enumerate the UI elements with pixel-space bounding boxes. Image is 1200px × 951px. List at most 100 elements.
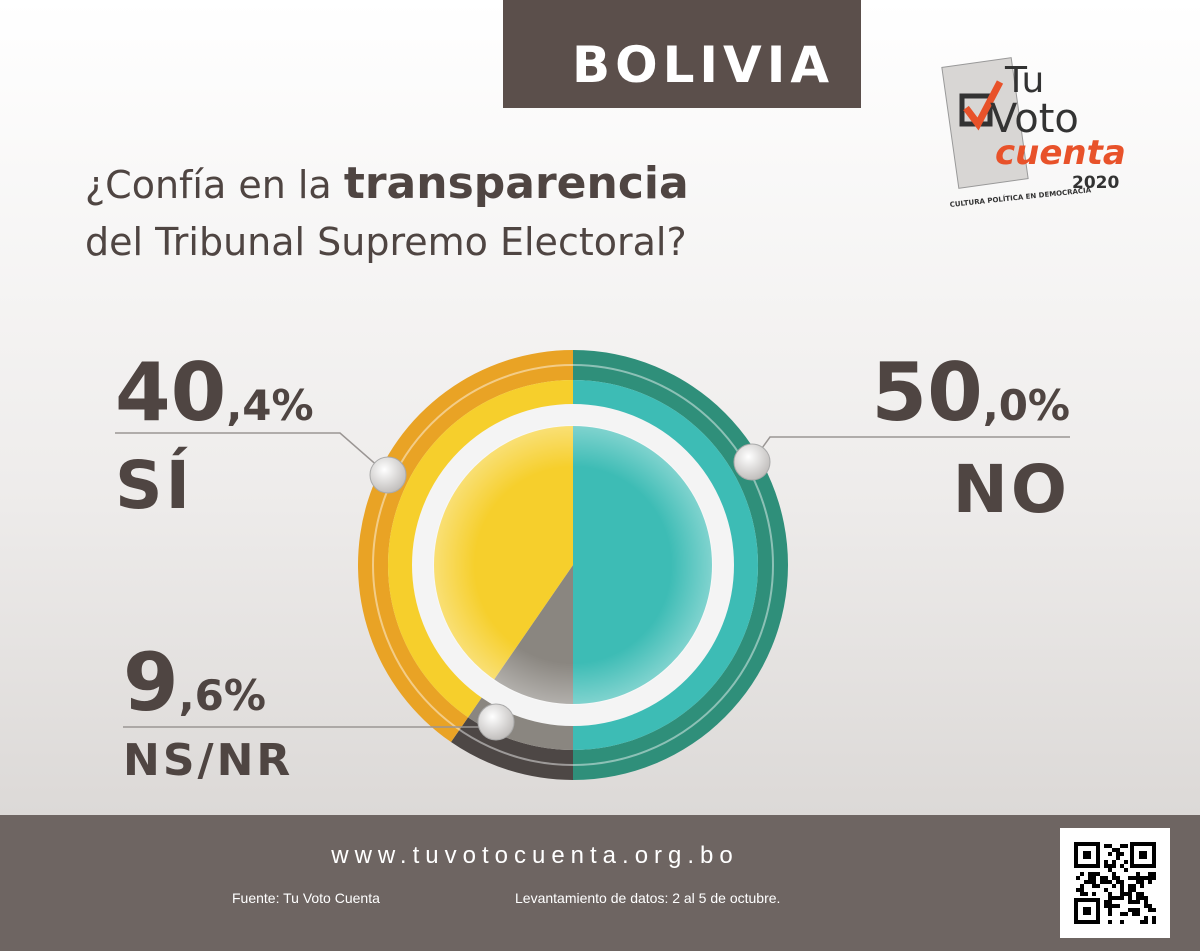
- qr-module: [1108, 908, 1112, 912]
- qr-module: [1084, 880, 1088, 884]
- qr-module: [1104, 844, 1108, 848]
- qr-module: [1108, 880, 1112, 884]
- qr-module: [1108, 920, 1112, 924]
- leader-knob: [733, 443, 771, 481]
- value-label: 50,0%: [871, 346, 1070, 439]
- qr-module: [1080, 892, 1084, 896]
- qr-module: [1128, 876, 1132, 880]
- qr-module: [1152, 908, 1156, 912]
- qr-module: [1140, 884, 1144, 888]
- qr-module: [1112, 848, 1116, 852]
- qr-module: [1116, 896, 1120, 900]
- qr-module: [1096, 872, 1100, 876]
- value-label: 9,6%: [123, 636, 266, 729]
- qr-module: [1144, 904, 1148, 908]
- qr-module: [1116, 856, 1120, 860]
- country: BOLIVIA: [572, 36, 834, 94]
- pie-chart: [357, 350, 788, 780]
- qr-module: [1152, 876, 1156, 880]
- title-start: ¿Confía en la: [85, 163, 332, 207]
- qr-module: [1088, 872, 1092, 876]
- category-label: SÍ: [115, 446, 193, 524]
- qr-module: [1120, 852, 1124, 856]
- qr-module: [1128, 900, 1132, 904]
- qr-module: [1144, 900, 1148, 904]
- qr-module: [1120, 864, 1124, 868]
- qr-module: [1108, 864, 1112, 868]
- qr-module: [1132, 884, 1136, 888]
- qr-module: [1132, 888, 1136, 892]
- qr-module: [1124, 868, 1128, 872]
- qr-module: [1136, 872, 1140, 876]
- logo-line1: Tu: [1004, 60, 1044, 101]
- qr-module: [1104, 904, 1108, 908]
- qr-module: [1140, 920, 1144, 924]
- qr-module: [1080, 888, 1084, 892]
- qr-module: [1116, 880, 1120, 884]
- logo-line2: Voto: [990, 96, 1079, 142]
- qr-module: [1148, 908, 1152, 912]
- leader-knob: [369, 456, 407, 494]
- logo: Tu Voto cuenta 2020 CULTURA POLÍTICA EN …: [941, 57, 1126, 209]
- qr-module: [1088, 880, 1092, 884]
- qr-module: [1116, 904, 1120, 908]
- qr-module: [1152, 916, 1156, 920]
- leader-line: [115, 432, 389, 476]
- qr-module: [1128, 892, 1132, 896]
- qr-module: [1096, 884, 1100, 888]
- qr-module: [1088, 876, 1092, 880]
- qr-module: [1112, 872, 1116, 876]
- qr-module: [1092, 876, 1096, 880]
- qr-module: [1080, 884, 1084, 888]
- qr-module: [1116, 848, 1120, 852]
- qr-module: [1132, 908, 1136, 912]
- qr-module: [1108, 892, 1112, 896]
- qr-module: [1092, 884, 1096, 888]
- ring-highlight: [372, 364, 774, 766]
- category-label: NO: [953, 451, 1070, 528]
- qr-module: [1104, 900, 1108, 904]
- qr-module: [1112, 860, 1116, 864]
- qr-module: [1108, 900, 1112, 904]
- footer-url[interactable]: www.tuvotocuenta.org.bo: [330, 842, 739, 869]
- qr-module: [1116, 852, 1120, 856]
- qr-module: [1120, 896, 1124, 900]
- qr-finder-core: [1083, 851, 1091, 859]
- footer-band: [0, 815, 1200, 951]
- qr-module: [1112, 884, 1116, 888]
- qr-module: [1124, 912, 1128, 916]
- qr-finder: [1074, 898, 1100, 924]
- qr-module: [1136, 880, 1140, 884]
- qr-module: [1144, 876, 1148, 880]
- inner-ring: [412, 404, 734, 726]
- qr-module: [1120, 880, 1124, 884]
- country-banner: [503, 0, 861, 108]
- qr-module: [1076, 888, 1080, 892]
- qr-module: [1108, 896, 1112, 900]
- qr-module: [1124, 892, 1128, 896]
- qr-module: [1124, 844, 1128, 848]
- pie-ring-slice: [357, 350, 573, 743]
- qr-module: [1124, 860, 1128, 864]
- qr-module: [1148, 872, 1152, 876]
- qr-module: [1136, 912, 1140, 916]
- qr-code[interactable]: [1060, 828, 1170, 938]
- qr-module: [1116, 876, 1120, 880]
- value-label: 40,4%: [115, 346, 314, 439]
- qr-module: [1136, 896, 1140, 900]
- qr-module: [1080, 872, 1084, 876]
- qr-module: [1120, 884, 1124, 888]
- qr-module: [1144, 920, 1148, 924]
- qr-module: [1128, 888, 1132, 892]
- qr-module: [1136, 876, 1140, 880]
- footer-source: Fuente: Tu Voto Cuenta: [232, 890, 380, 906]
- chart-title-end: del Tribunal Supremo Electoral?: [85, 220, 687, 264]
- chart-title: ¿Confía en la transparencia: [85, 158, 689, 209]
- qr-module: [1108, 912, 1112, 916]
- logo-check: [963, 80, 1004, 131]
- qr-module: [1092, 872, 1096, 876]
- qr-module: [1136, 900, 1140, 904]
- qr-module: [1104, 864, 1108, 868]
- qr-module: [1108, 904, 1112, 908]
